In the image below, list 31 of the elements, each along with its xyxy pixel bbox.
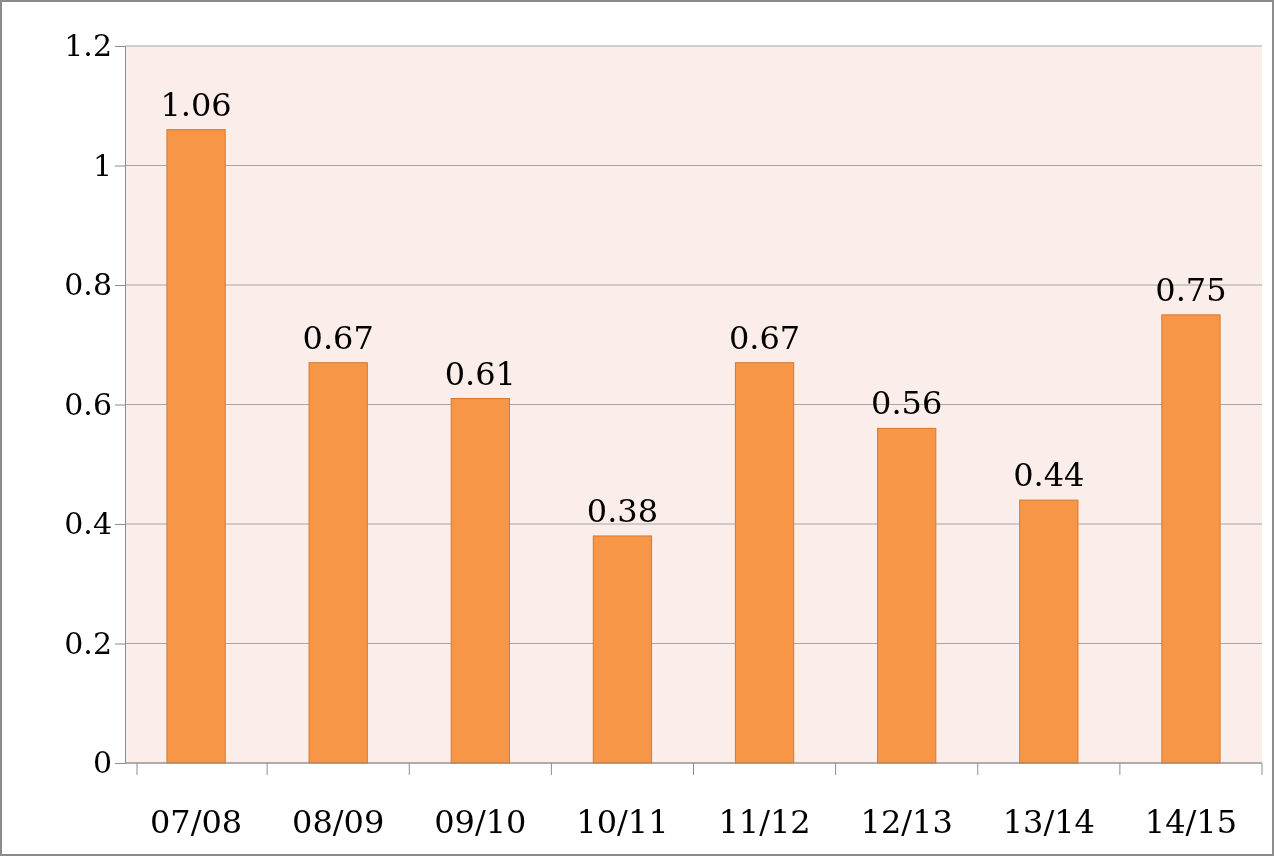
data-label: 1.06 bbox=[160, 85, 232, 124]
bar bbox=[1019, 499, 1079, 764]
x-tick-label: 13/14 bbox=[1002, 803, 1095, 841]
y-tick-label: 1 bbox=[92, 147, 112, 183]
x-tick-label: 10/11 bbox=[576, 803, 669, 841]
x-tick-label: 11/12 bbox=[718, 803, 811, 841]
bar bbox=[166, 129, 226, 764]
y-tick-label: 0.8 bbox=[64, 267, 112, 303]
y-tick-label: 1.2 bbox=[64, 28, 112, 64]
data-label: 0.75 bbox=[1155, 270, 1227, 309]
x-tick-label: 07/08 bbox=[149, 803, 243, 841]
bar bbox=[308, 362, 368, 764]
bar bbox=[877, 427, 937, 764]
data-label: 0.44 bbox=[1013, 456, 1085, 495]
bar bbox=[592, 535, 653, 764]
data-label: 0.38 bbox=[586, 491, 659, 530]
y-tick-label: 0.6 bbox=[64, 386, 112, 422]
bar bbox=[450, 398, 510, 764]
data-label: 0.67 bbox=[302, 318, 374, 357]
data-label: 0.61 bbox=[444, 354, 516, 393]
x-tick-label: 08/09 bbox=[292, 803, 385, 841]
y-tick-label: 0.4 bbox=[64, 506, 112, 542]
bar bbox=[1161, 314, 1221, 764]
bar bbox=[734, 362, 795, 764]
y-tick-label: 0 bbox=[92, 745, 112, 781]
x-tick-label: 12/13 bbox=[860, 803, 953, 841]
data-label: 0.56 bbox=[871, 384, 943, 423]
y-tick-label: 0.2 bbox=[64, 625, 112, 661]
x-tick-label: 14/15 bbox=[1144, 803, 1238, 841]
x-tick-label: 09/10 bbox=[434, 803, 527, 841]
data-label: 0.67 bbox=[728, 318, 801, 357]
